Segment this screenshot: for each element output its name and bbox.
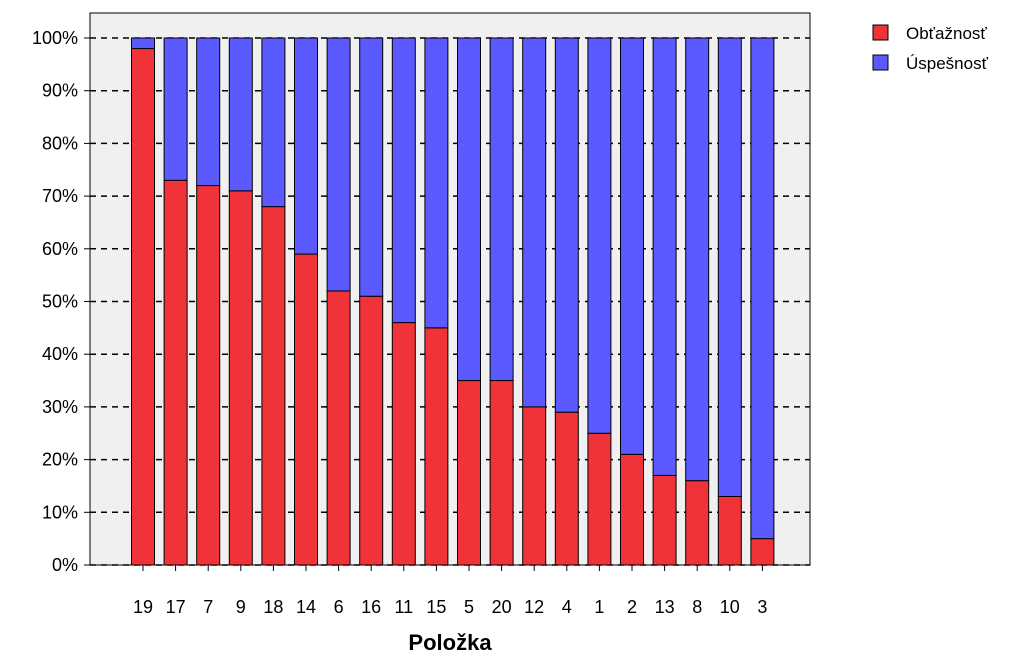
bar-segment-obtaznost — [587, 432, 612, 566]
x-tick-label: 19 — [133, 597, 153, 617]
bar-segment-obtaznost — [522, 406, 547, 566]
x-tick-label: 8 — [692, 597, 702, 617]
legend-label: Obťažnosť — [906, 24, 987, 43]
x-tick-label: 10 — [720, 597, 740, 617]
bar-segment-obtaznost — [717, 495, 742, 566]
y-tick-label: 100% — [32, 28, 78, 48]
x-tick-label: 18 — [263, 597, 283, 617]
x-tick-label: 7 — [203, 597, 213, 617]
y-tick-label: 20% — [42, 450, 78, 470]
y-tick-label: 30% — [42, 397, 78, 417]
bar-segment-obtaznost — [196, 185, 221, 566]
legend-swatch — [872, 24, 889, 41]
bar-segment-uspesnost — [522, 37, 547, 408]
bar-segment-obtaznost — [261, 206, 286, 566]
bar-segment-uspesnost — [587, 37, 612, 434]
y-tick-label: 40% — [42, 344, 78, 364]
x-axis-ticks: 19 17 7 9 18 14 6 16 11 15 5 20 12 4 1 2 13 8 10 3 — [133, 565, 767, 617]
bar-segment-uspesnost — [717, 37, 742, 497]
x-tick-label: 15 — [426, 597, 446, 617]
bar-segment-obtaznost — [685, 480, 710, 566]
y-tick-label: 70% — [42, 186, 78, 206]
bar-segment-obtaznost — [457, 380, 481, 566]
bar-segment-obtaznost — [131, 48, 155, 566]
bar-segment-uspesnost — [326, 37, 351, 292]
y-tick-label: 50% — [42, 292, 78, 312]
x-tick-label: 6 — [334, 597, 344, 617]
x-tick-label: 14 — [296, 597, 316, 617]
bar-segment-uspesnost — [131, 37, 155, 50]
y-axis-ticks: 0% 10% 20% 30% 40% 50% 60% 70% 80% 90% 100% — [32, 28, 90, 575]
y-tick-label: 0% — [52, 555, 78, 575]
y-tick-label: 90% — [42, 81, 78, 101]
x-tick-label: 5 — [464, 597, 474, 617]
bar-segment-obtaznost — [294, 253, 318, 566]
bars — [131, 37, 775, 566]
bar-segment-uspesnost — [750, 37, 775, 540]
x-tick-label: 11 — [394, 597, 413, 617]
bar-segment-uspesnost — [685, 37, 710, 482]
bar-segment-uspesnost — [489, 37, 514, 382]
x-tick-label: 13 — [655, 597, 675, 617]
bar-segment-uspesnost — [391, 37, 416, 324]
legend: Obťažnosť Úspešnosť — [872, 24, 989, 73]
bar-segment-obtaznost — [391, 322, 416, 566]
bar-segment-uspesnost — [554, 37, 579, 413]
bar-segment-obtaznost — [359, 295, 384, 566]
bar-segment-uspesnost — [424, 37, 449, 329]
bar-segment-obtaznost — [163, 179, 188, 566]
bar-segment-obtaznost — [228, 190, 253, 566]
bar-segment-obtaznost — [424, 327, 449, 566]
x-tick-label: 3 — [757, 597, 767, 617]
bar-segment-uspesnost — [359, 37, 384, 297]
x-tick-label: 16 — [361, 597, 381, 617]
bar-segment-uspesnost — [196, 37, 221, 187]
bar-segment-uspesnost — [163, 37, 188, 181]
legend-swatch — [872, 54, 889, 71]
x-tick-label: 2 — [627, 597, 637, 617]
x-tick-label: 1 — [594, 597, 604, 617]
bar-segment-obtaznost — [620, 453, 644, 566]
bar-segment-uspesnost — [652, 37, 677, 476]
bar-segment-obtaznost — [554, 411, 579, 566]
y-tick-label: 60% — [42, 239, 78, 259]
bar-segment-uspesnost — [457, 37, 481, 382]
legend-label: Úspešnosť — [906, 54, 989, 73]
x-tick-label: 9 — [236, 597, 246, 617]
y-tick-label: 10% — [42, 502, 78, 522]
bar-segment-uspesnost — [228, 37, 253, 192]
bar-segment-uspesnost — [620, 37, 644, 455]
bar-segment-obtaznost — [326, 290, 351, 566]
x-tick-label: 20 — [492, 597, 512, 617]
bar-segment-obtaznost — [750, 538, 775, 566]
bar-segment-obtaznost — [652, 474, 677, 566]
bar-segment-uspesnost — [261, 37, 286, 208]
x-tick-label: 4 — [562, 597, 572, 617]
x-tick-label: 12 — [524, 597, 544, 617]
bar-segment-uspesnost — [294, 37, 318, 255]
y-tick-label: 80% — [42, 133, 78, 153]
bar-segment-obtaznost — [489, 380, 514, 566]
x-tick-label: 17 — [166, 597, 186, 617]
x-axis-title: Položka — [408, 630, 492, 655]
